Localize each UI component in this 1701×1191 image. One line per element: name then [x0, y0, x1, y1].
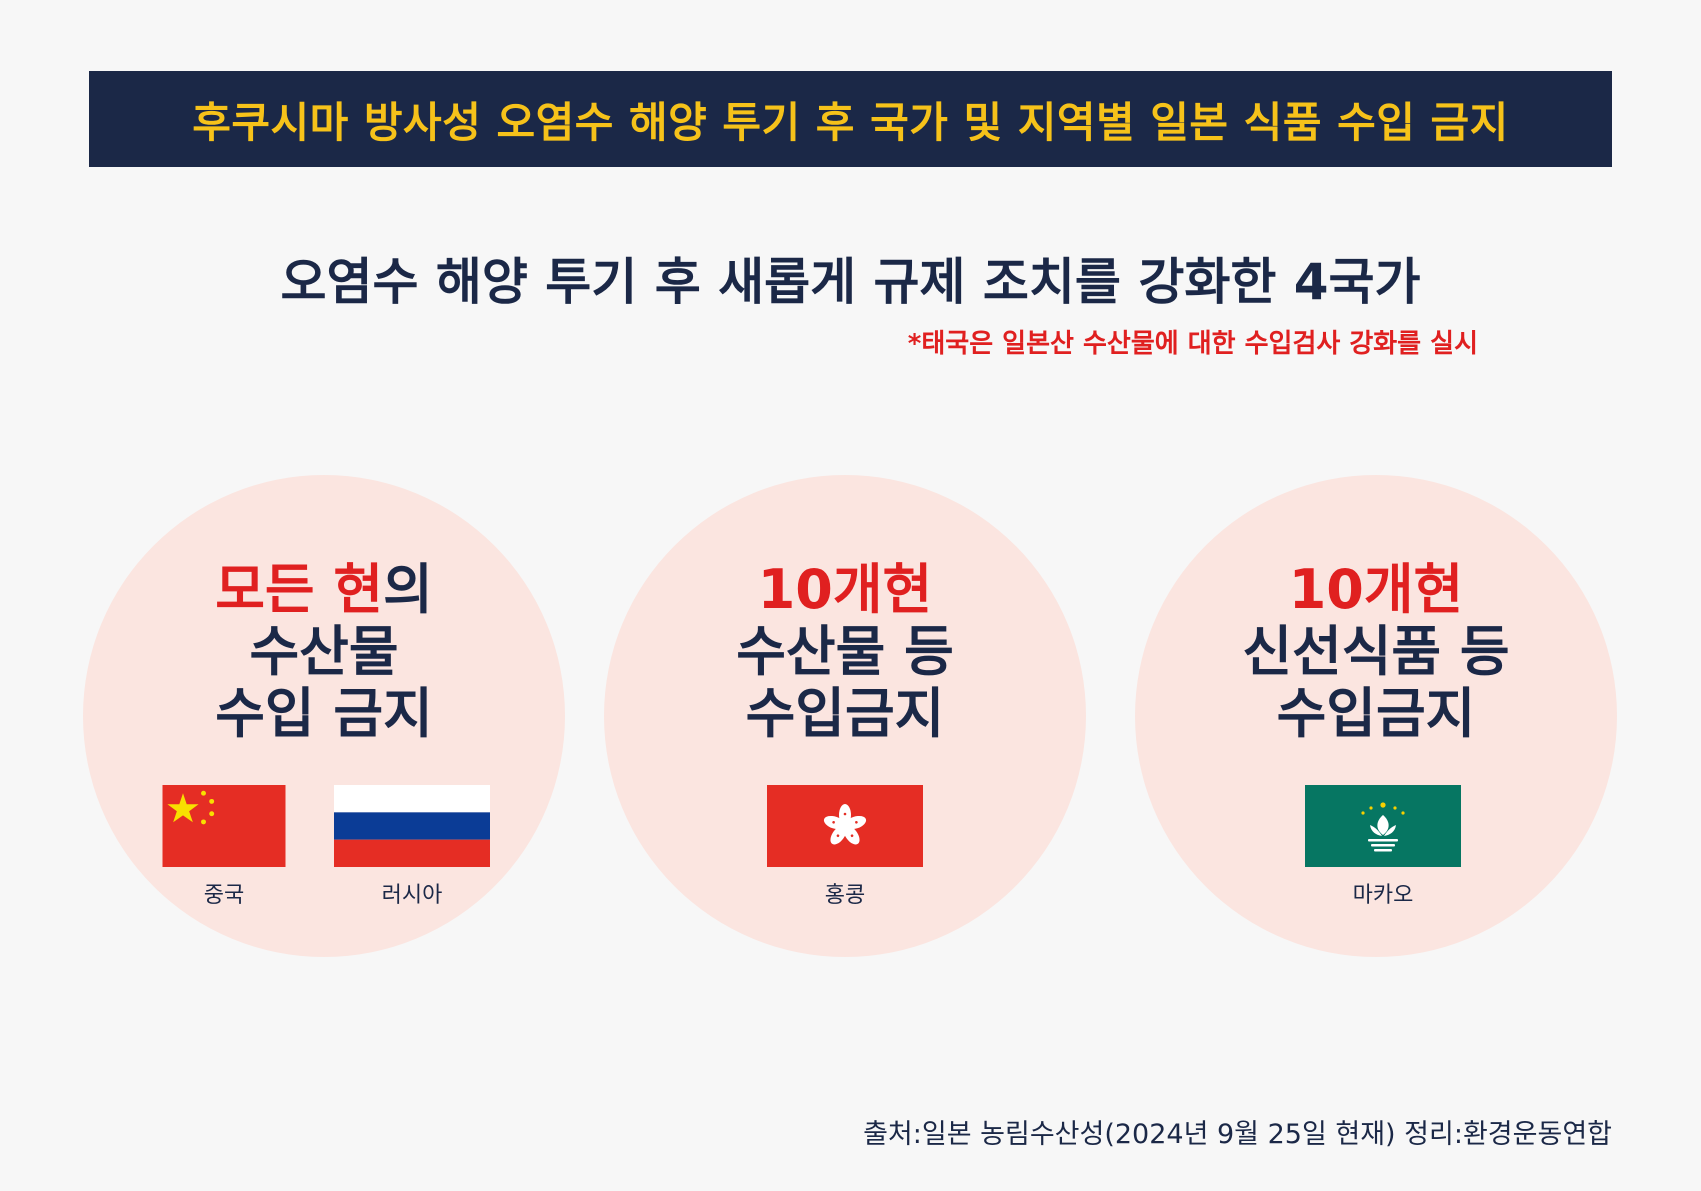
card-headline: 10개현 수산물 등 수입금지	[604, 559, 1086, 745]
card-china-russia: 모든 현의 수산물 수입 금지 중국 러시아	[83, 475, 565, 957]
subtitle: 오염수 해양 투기 후 새롭게 규제 조치를 강화한 4국가	[280, 253, 1421, 311]
headline-line2: 수산물	[249, 620, 399, 683]
hongkong-flag-icon	[767, 785, 923, 867]
macau-flag-icon	[1305, 785, 1461, 867]
headline-line3: 수입금지	[1276, 682, 1476, 745]
card-hongkong: 10개현 수산물 등 수입금지 홍콩	[604, 475, 1086, 957]
flag-label-hongkong: 홍콩	[824, 883, 866, 908]
banner-title: 후쿠시마 방사성 오염수 해양 투기 후 국가 및 지역별 일본 식품 수입 금…	[192, 97, 1509, 147]
headline-line3: 수입 금지	[215, 682, 433, 745]
card-headline: 모든 현의 수산물 수입 금지	[83, 559, 565, 745]
headline-line2: 수산물 등	[736, 620, 954, 683]
headline-highlight: 10개현	[757, 558, 933, 621]
thailand-note: *태국은 일본산 수산물에 대한 수입검사 강화를 실시	[907, 329, 1478, 359]
flag-label-russia: 러시아	[381, 883, 443, 908]
china-flag-icon	[146, 785, 302, 867]
flag-label-macau: 마카오	[1352, 883, 1414, 908]
card-headline: 10개현 신선식품 등 수입금지	[1135, 559, 1617, 745]
footer-source: 출처:일본 농림수산성(2024년 9월 25일 현재) 정리:환경운동연합	[863, 1119, 1612, 1150]
headline-line2: 신선식품 등	[1242, 620, 1510, 683]
headline-highlight: 10개현	[1288, 558, 1464, 621]
headline-suffix: 의	[383, 558, 433, 621]
headline-highlight: 모든 현	[215, 558, 384, 621]
card-macau: 10개현 신선식품 등 수입금지 마카오	[1135, 475, 1617, 957]
flag-label-china: 중국	[203, 883, 245, 908]
russia-flag-icon	[334, 785, 490, 867]
headline-line3: 수입금지	[745, 682, 945, 745]
title-banner: 후쿠시마 방사성 오염수 해양 투기 후 국가 및 지역별 일본 식품 수입 금…	[89, 71, 1612, 167]
